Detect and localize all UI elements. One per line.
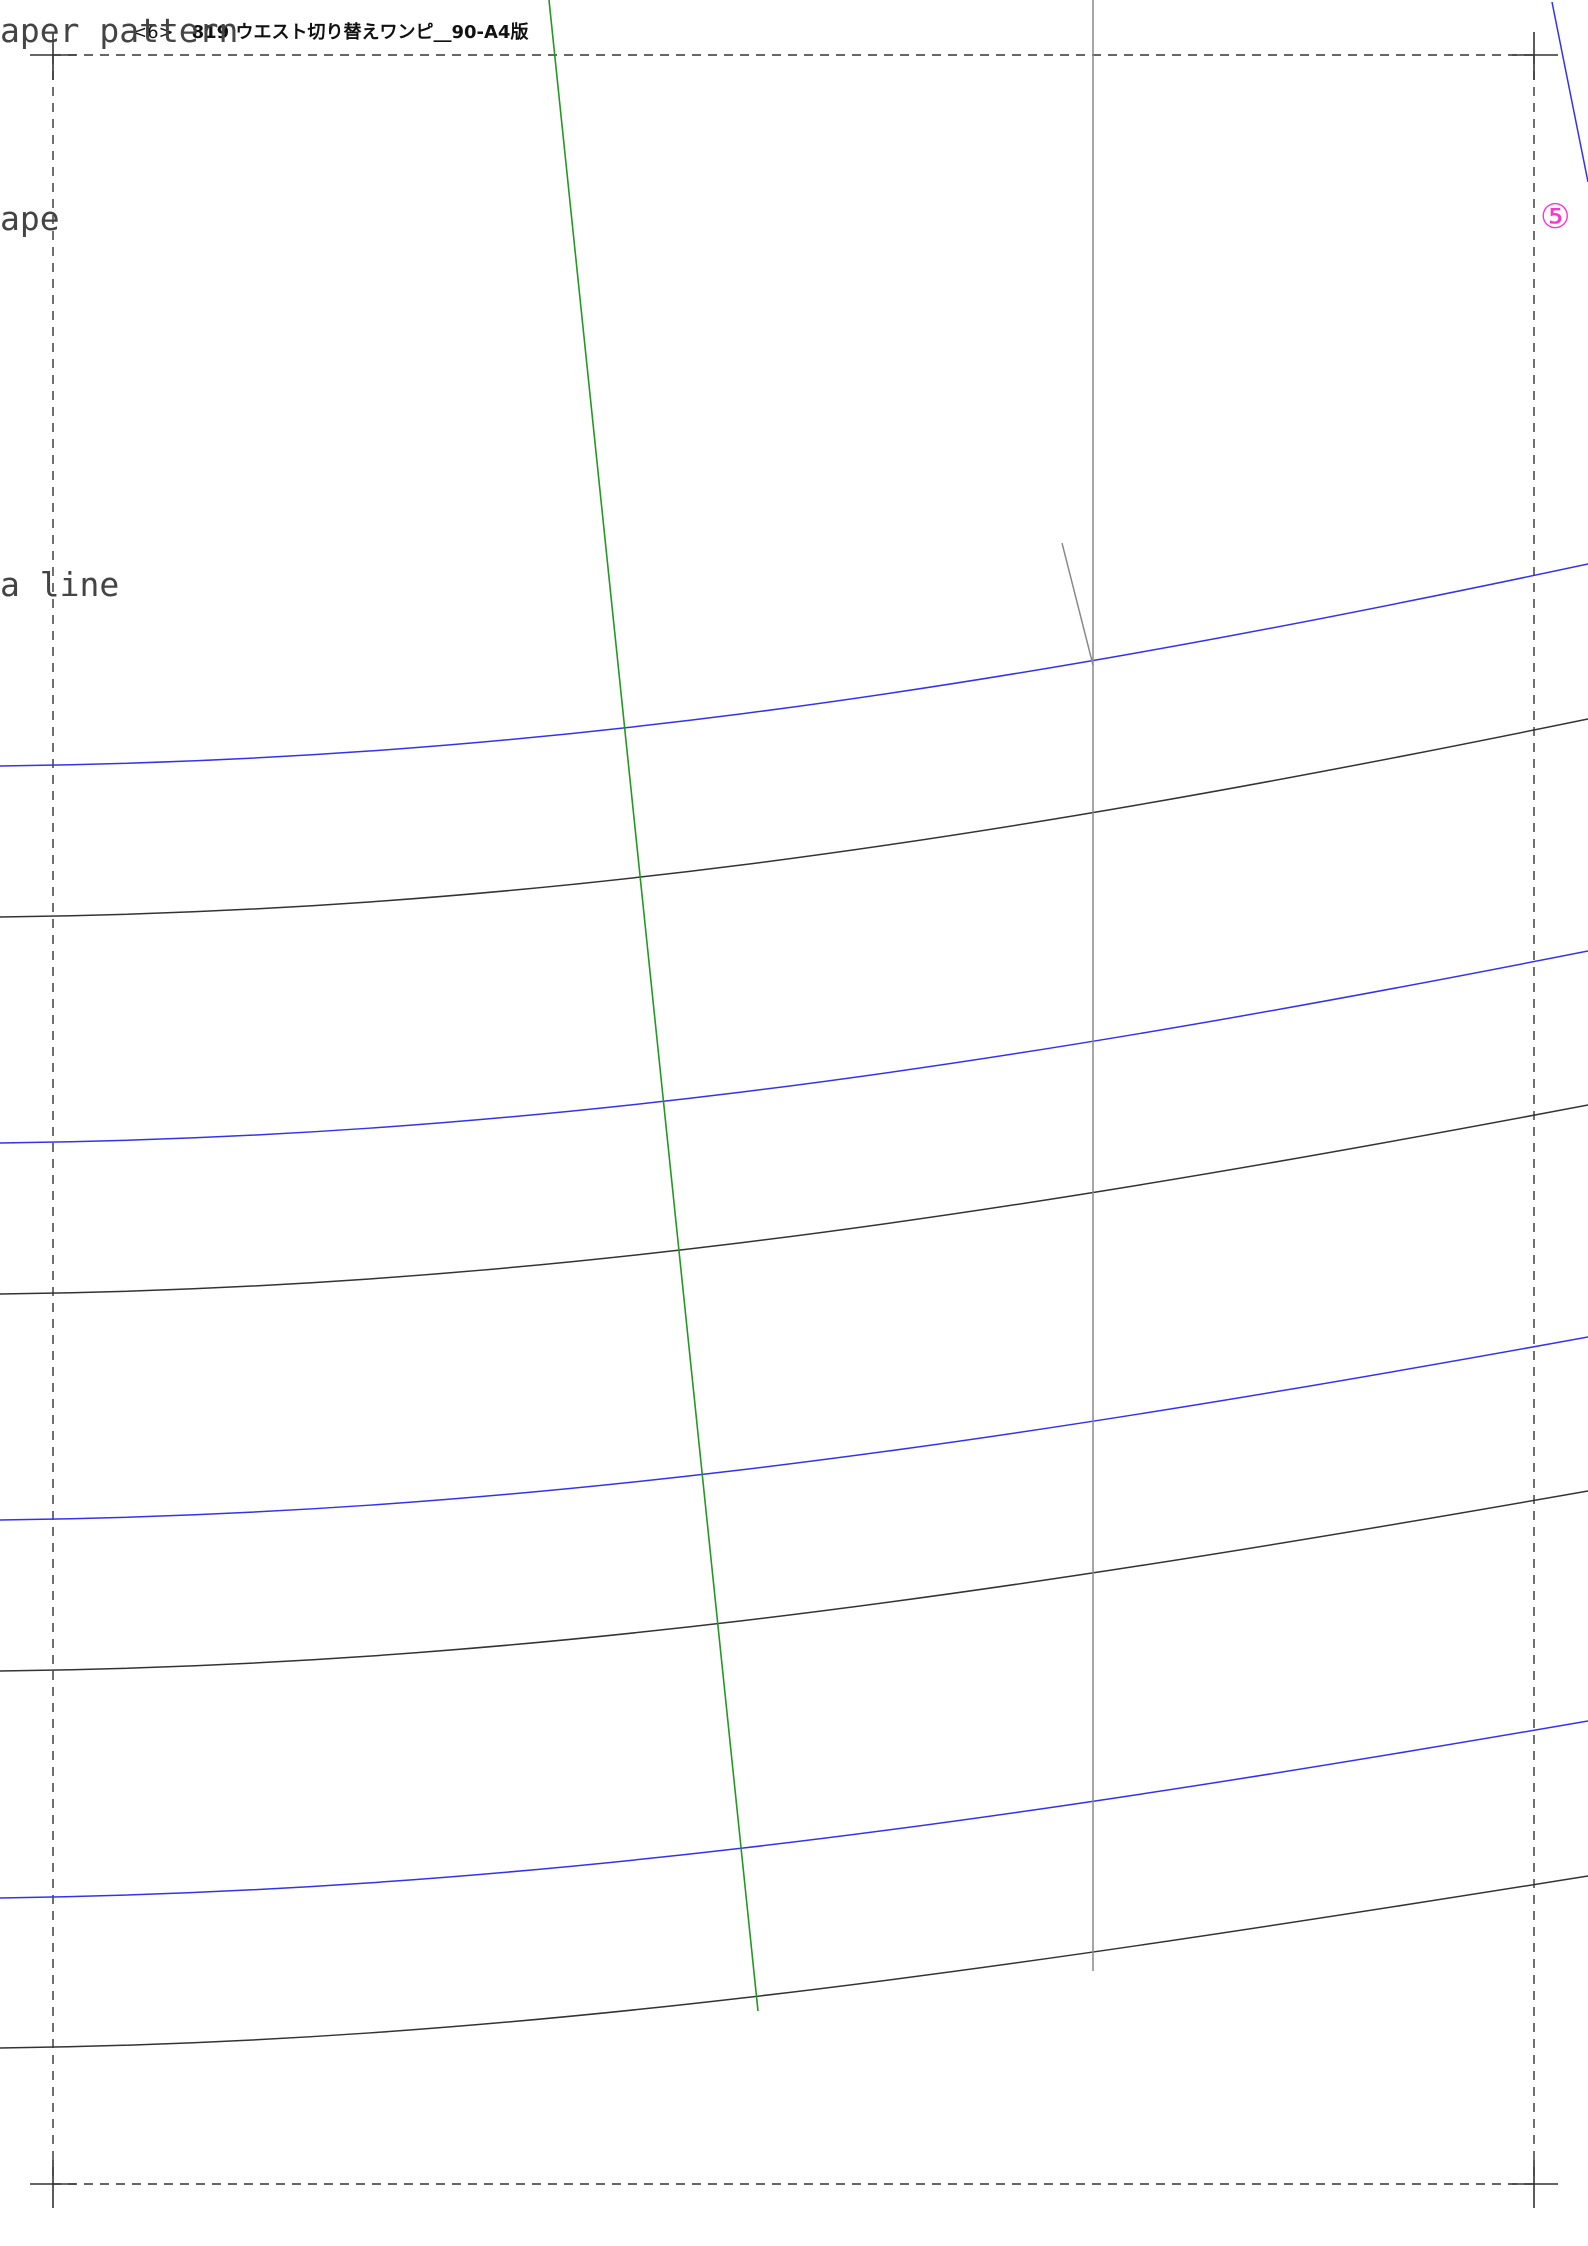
label-shape: ape	[0, 199, 60, 238]
trim-mark-bottom-left	[30, 2160, 76, 2208]
page-header: <6> 819 ウエスト切り替えワンピ__90-A4版	[132, 24, 528, 42]
stitch-line-corner	[1551, 1, 1588, 183]
cut-line-4	[0, 1875, 1588, 2049]
cut-line-3	[0, 1490, 1588, 1672]
cut-lines	[0, 718, 1588, 2049]
reference-line	[1061, 0, 1094, 1971]
print-border	[52, 54, 1536, 2185]
stitch-line-4	[0, 1720, 1588, 1899]
stitch-line-3	[0, 1336, 1588, 1521]
label-line: a line	[0, 565, 120, 604]
trim-marks	[30, 32, 1558, 2208]
stitch-lines	[0, 1, 1588, 1899]
cut-line-1	[0, 718, 1588, 918]
trim-mark-bottom-right	[1512, 2160, 1558, 2208]
stitch-line-2	[0, 950, 1588, 1144]
piece-number: ⑤	[1540, 197, 1571, 237]
header-title: 819 ウエスト切り替えワンピ__90-A4版	[191, 22, 529, 43]
label-paper-pattern: aper pattern	[0, 11, 239, 50]
stitch-line-1	[0, 563, 1588, 767]
trim-mark-top-left	[30, 32, 76, 80]
reference-line-tick	[1061, 542, 1094, 666]
header-page-number: <6>	[132, 22, 174, 43]
grain-line	[548, 0, 759, 2012]
trim-mark-top-right	[1512, 32, 1558, 80]
cut-line-2	[0, 1104, 1588, 1295]
